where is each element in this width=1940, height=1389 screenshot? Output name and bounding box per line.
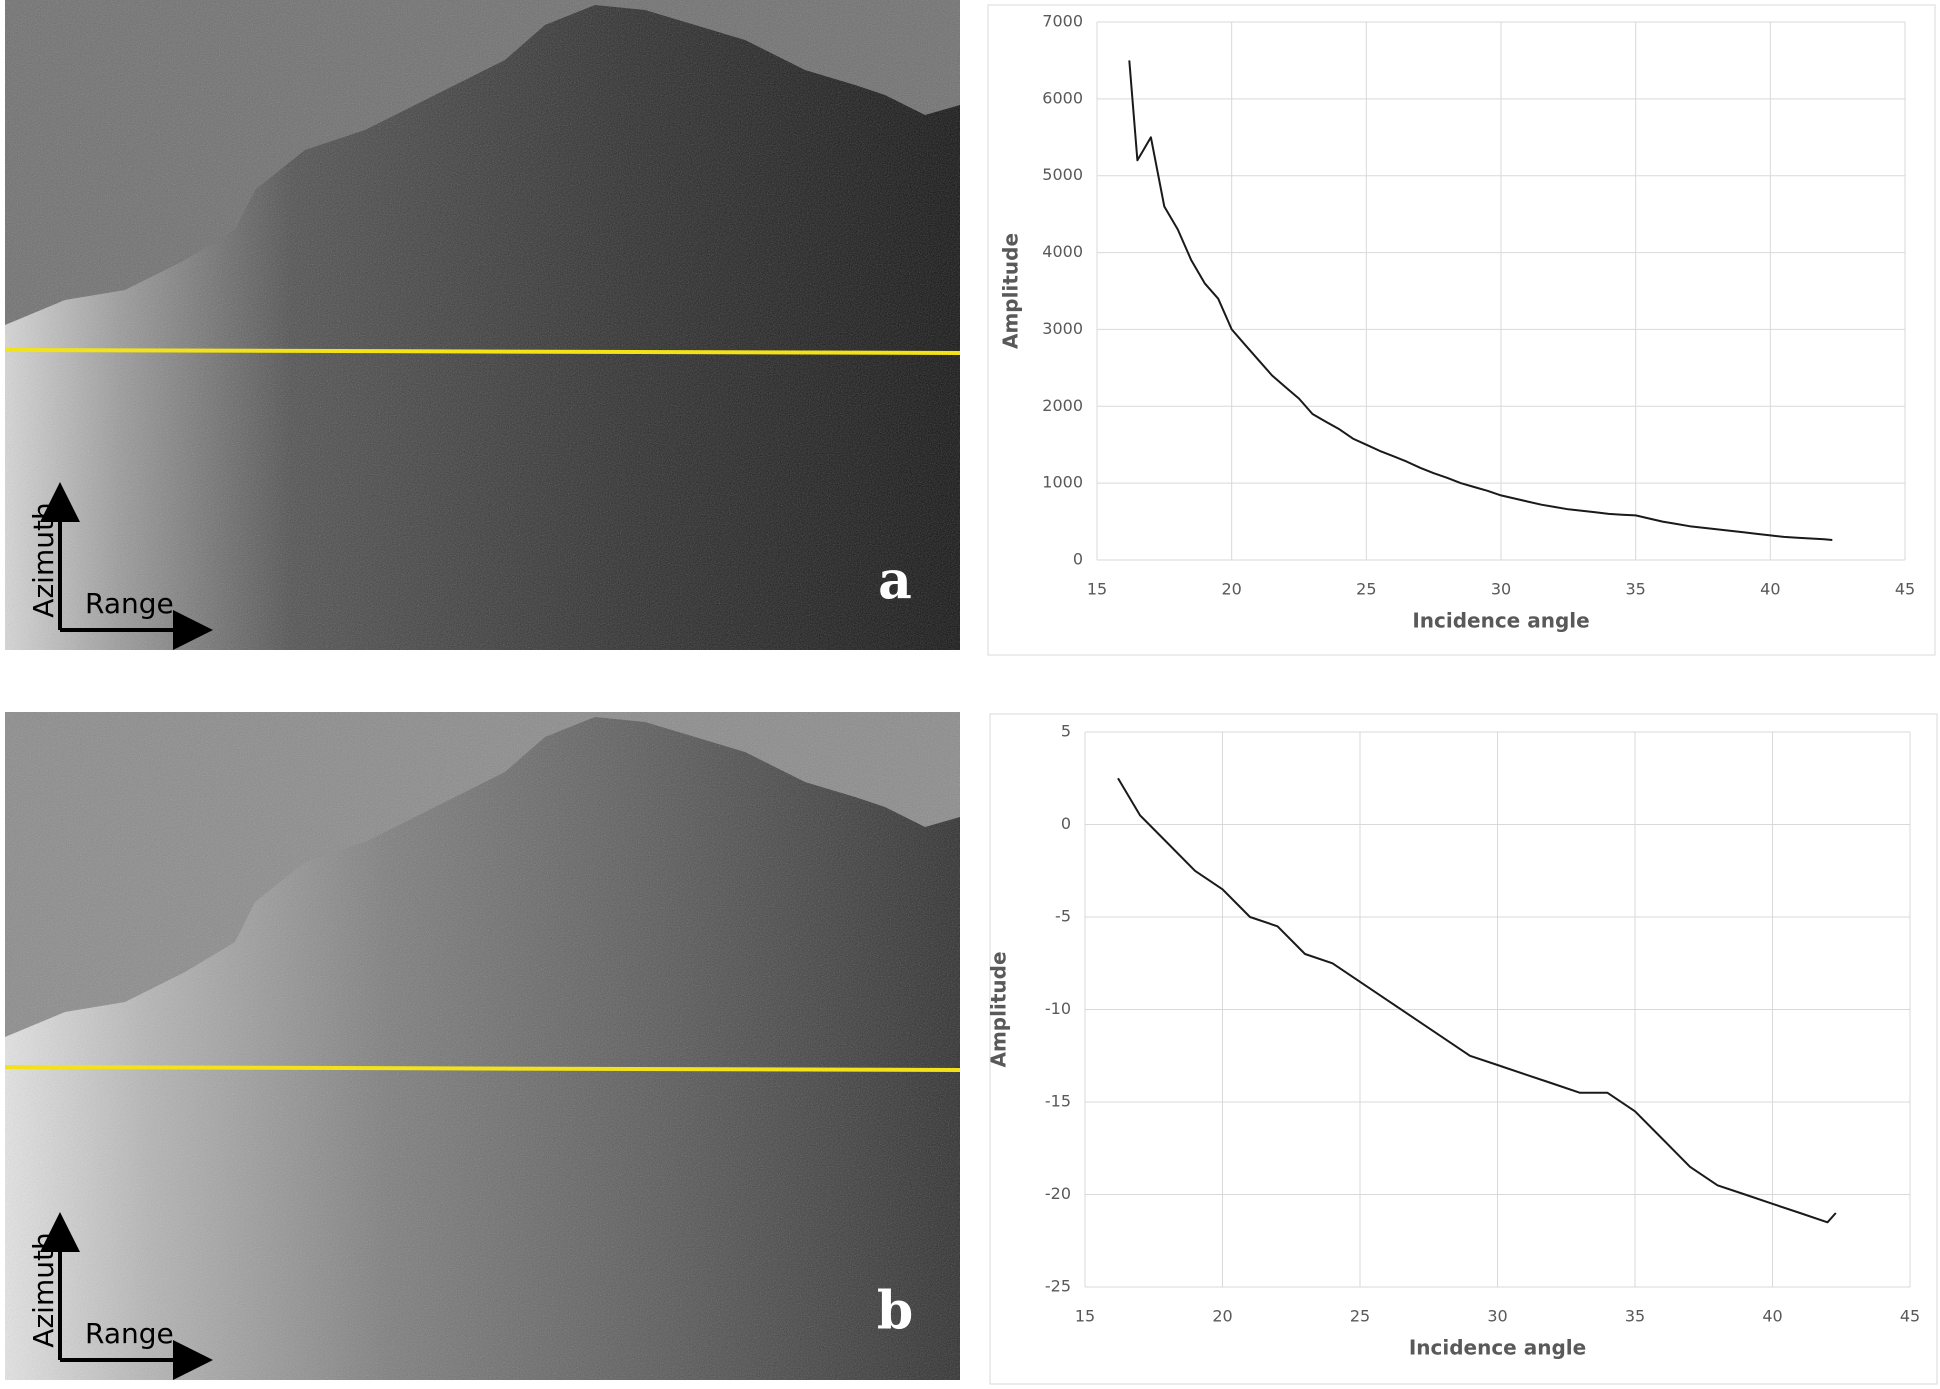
data-line [1128, 60, 1833, 541]
speckle [5, 0, 960, 650]
sar-image: Azimuth Range b [4, 712, 961, 1380]
x-tick-label: 40 [1762, 1307, 1782, 1326]
profile-line [4, 1065, 961, 1072]
panel-label: b [877, 1281, 913, 1342]
range-label: Range [85, 1317, 174, 1350]
y-tick-label: -20 [1045, 1184, 1071, 1203]
x-tick-label: 40 [1760, 580, 1780, 599]
y-tick-label: 5000 [1042, 165, 1083, 184]
sar-image: Azimuth Range a [4, 0, 961, 650]
azimuth-label: Azimuth [27, 1232, 60, 1347]
y-axis-label: Amplitude [999, 233, 1023, 349]
x-tick-label: 35 [1625, 580, 1645, 599]
panel-label: a [878, 551, 912, 612]
azimuth-label: Azimuth [27, 502, 60, 617]
x-tick-label: 35 [1625, 1307, 1645, 1326]
x-tick-label: 25 [1356, 580, 1376, 599]
x-tick-label: 45 [1895, 580, 1915, 599]
y-tick-label: -15 [1045, 1092, 1071, 1111]
x-tick-label: 20 [1221, 580, 1241, 599]
chart-frame [989, 713, 1938, 1385]
x-tick-label: 15 [1075, 1307, 1095, 1326]
y-axis-label: Amplitude [987, 951, 1011, 1067]
y-tick-label: 2000 [1042, 396, 1083, 415]
y-tick-label: 7000 [1042, 12, 1083, 31]
y-tick-label: 3000 [1042, 319, 1083, 338]
chart-frame [987, 4, 1936, 656]
y-tick-label: 6000 [1042, 88, 1083, 107]
y-tick-label: 0 [1061, 814, 1071, 833]
y-tick-label: 0 [1073, 550, 1083, 569]
range-label: Range [85, 587, 174, 620]
speckle [5, 712, 960, 1380]
y-tick-label: -5 [1055, 907, 1071, 926]
x-axis-label: Incidence angle [1412, 609, 1589, 633]
data-line [1117, 777, 1837, 1224]
y-tick-label: 1000 [1042, 473, 1083, 492]
y-tick-label: 4000 [1042, 242, 1083, 261]
x-tick-label: 30 [1487, 1307, 1507, 1326]
x-tick-label: 15 [1087, 580, 1107, 599]
y-tick-label: -25 [1045, 1277, 1071, 1296]
x-axis-label: Incidence angle [1409, 1336, 1586, 1360]
x-tick-label: 25 [1350, 1307, 1370, 1326]
y-tick-label: 5 [1061, 722, 1071, 741]
profile-line [4, 348, 961, 355]
x-tick-label: 45 [1900, 1307, 1920, 1326]
y-tick-label: -10 [1045, 999, 1071, 1018]
x-tick-label: 20 [1212, 1307, 1232, 1326]
x-tick-label: 30 [1491, 580, 1511, 599]
